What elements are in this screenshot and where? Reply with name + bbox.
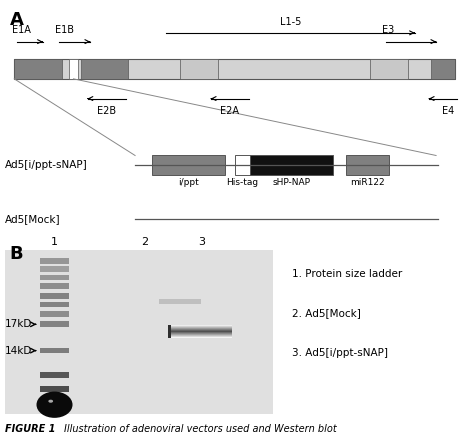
Text: E1A: E1A xyxy=(12,25,31,35)
Text: 2. Ad5[Mock]: 2. Ad5[Mock] xyxy=(292,308,360,318)
Text: 3. Ad5[i/ppt-sNAP]: 3. Ad5[i/ppt-sNAP] xyxy=(292,348,388,357)
Bar xyxy=(168,325,171,338)
Bar xyxy=(346,155,389,175)
Ellipse shape xyxy=(48,399,53,403)
Text: 1: 1 xyxy=(51,237,58,247)
Text: Ad5[i/ppt-sNAP]: Ad5[i/ppt-sNAP] xyxy=(5,160,88,170)
Bar xyxy=(431,59,455,79)
Bar xyxy=(250,155,333,175)
Text: E2A: E2A xyxy=(220,106,239,117)
Bar xyxy=(69,59,78,79)
Text: 2: 2 xyxy=(141,237,148,247)
Bar xyxy=(40,283,69,289)
Bar xyxy=(40,348,69,353)
Text: B: B xyxy=(9,245,23,263)
Text: L1-5: L1-5 xyxy=(280,17,301,27)
Text: E1B: E1B xyxy=(55,25,73,35)
Text: FIGURE 1: FIGURE 1 xyxy=(5,424,55,434)
Text: Ad5[Mock]: Ad5[Mock] xyxy=(5,214,60,224)
Text: 17kD: 17kD xyxy=(5,319,32,329)
Text: E4: E4 xyxy=(442,106,454,117)
Bar xyxy=(81,59,128,79)
Text: i/ppt: i/ppt xyxy=(178,178,199,187)
Text: Illustration of adenoviral vectors used and Western blot: Illustration of adenoviral vectors used … xyxy=(64,424,337,434)
Text: E3: E3 xyxy=(382,25,394,35)
Bar xyxy=(180,59,218,79)
Bar xyxy=(40,302,69,307)
Bar xyxy=(40,266,69,272)
Bar xyxy=(40,386,69,392)
Bar xyxy=(152,155,225,175)
Bar xyxy=(159,299,201,304)
Bar xyxy=(40,258,69,264)
Text: sHP-NAP: sHP-NAP xyxy=(273,178,311,187)
Bar xyxy=(14,59,62,79)
Bar xyxy=(40,311,69,317)
Bar xyxy=(40,293,69,299)
Text: E2B: E2B xyxy=(97,106,116,117)
Text: A: A xyxy=(9,11,23,29)
Text: 14kD: 14kD xyxy=(5,346,32,356)
Bar xyxy=(370,59,408,79)
Bar xyxy=(40,372,69,378)
Ellipse shape xyxy=(36,392,73,418)
Text: miR122: miR122 xyxy=(350,178,385,187)
Text: His-tag: His-tag xyxy=(227,178,258,187)
Text: 1. Protein size ladder: 1. Protein size ladder xyxy=(292,269,402,279)
Bar xyxy=(235,155,250,175)
Bar xyxy=(40,321,69,327)
Bar xyxy=(14,59,455,79)
Bar xyxy=(40,275,69,280)
Bar xyxy=(5,250,273,414)
Text: 3: 3 xyxy=(198,237,205,247)
